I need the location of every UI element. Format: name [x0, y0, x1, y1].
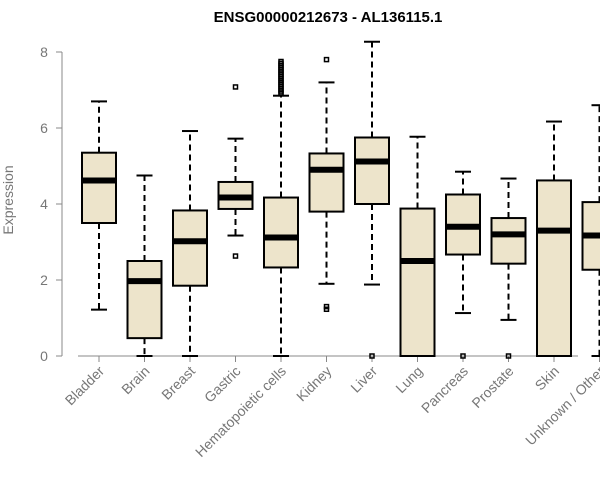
box-group: [263, 58, 299, 357]
x-tick-label: Prostate: [468, 363, 516, 411]
chart-title: ENSG00000212673 - AL136115.1: [214, 9, 443, 26]
box-group: [308, 56, 345, 313]
iqr-box: [399, 207, 436, 357]
box-group: [490, 177, 527, 359]
y-tick-label: 0: [40, 348, 48, 364]
outlier-point: [278, 58, 284, 65]
y-tick-label: 2: [40, 272, 48, 288]
iqr-box: [81, 151, 117, 224]
x-tick-label: Gastric: [201, 363, 244, 406]
y-tick-label: 4: [40, 196, 48, 212]
x-tick-label: Pancreas: [418, 363, 471, 416]
x-tick-label: Bladder: [62, 363, 108, 409]
outlier-point: [323, 56, 330, 63]
outlier-point: [232, 84, 239, 90]
box-group: [445, 170, 481, 359]
box-group: [217, 84, 254, 259]
iqr-box: [172, 209, 208, 287]
outlier-point: [232, 253, 239, 259]
y-tick-label: 8: [40, 44, 48, 60]
x-tick-label: Skin: [532, 363, 563, 394]
iqr-box: [263, 196, 299, 269]
x-tick-label: Hematopoietic cells: [192, 363, 289, 460]
box-group: [581, 104, 600, 357]
x-tick-label: Brain: [118, 363, 152, 397]
iqr-box: [536, 179, 572, 357]
box-group: [536, 120, 572, 357]
y-tick-label: 6: [40, 120, 48, 136]
box-group: [81, 100, 117, 311]
x-tick-label: Lung: [392, 363, 425, 396]
outlier-point: [505, 353, 512, 359]
outlier-point: [460, 353, 466, 359]
box-group: [172, 130, 208, 357]
iqr-box: [126, 260, 163, 340]
box-group: [354, 40, 390, 359]
y-axis-ticks: 0 2 4 6 8: [40, 44, 62, 364]
x-tick-label: Kidney: [293, 363, 335, 405]
y-axis-label: Expression: [0, 165, 16, 234]
box-group: [126, 174, 163, 357]
x-tick-label: Breast: [158, 363, 198, 403]
x-tick-label: Liver: [347, 363, 380, 396]
outlier-point: [323, 303, 330, 310]
iqr-box: [354, 136, 390, 205]
iqr-box: [490, 217, 527, 265]
iqr-box: [308, 152, 345, 213]
x-tick-label: Unknown / Other: [522, 363, 600, 449]
box-series: [81, 40, 600, 359]
outlier-point: [369, 353, 375, 359]
box-group: [399, 135, 436, 357]
